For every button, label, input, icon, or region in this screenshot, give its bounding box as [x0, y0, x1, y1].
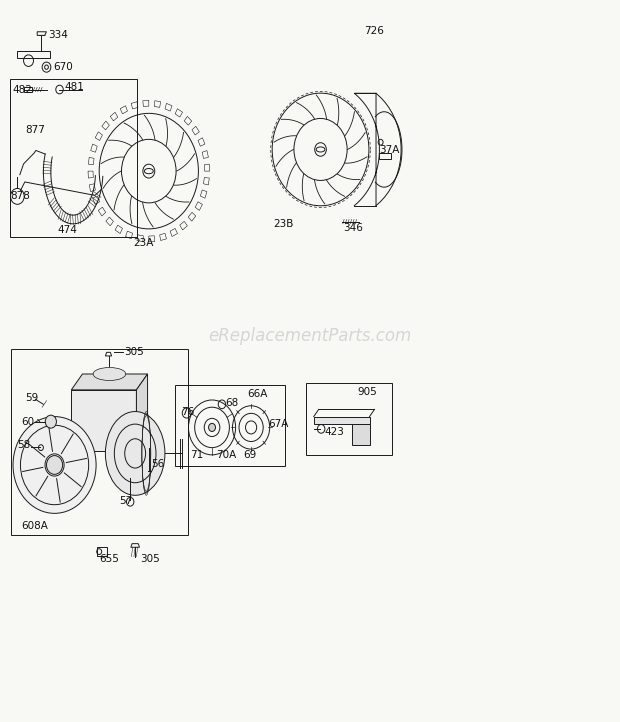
- Text: eReplacementParts.com: eReplacementParts.com: [208, 327, 412, 344]
- Text: 670: 670: [53, 62, 73, 72]
- Bar: [175, 385, 285, 466]
- Text: 67A: 67A: [268, 419, 288, 429]
- Text: 71: 71: [190, 450, 203, 460]
- Polygon shape: [136, 374, 148, 451]
- Ellipse shape: [93, 367, 126, 380]
- Text: 305: 305: [140, 554, 160, 564]
- Circle shape: [45, 415, 56, 428]
- Text: 69: 69: [244, 450, 257, 460]
- Polygon shape: [314, 417, 370, 424]
- Bar: [306, 383, 392, 455]
- Text: 877: 877: [25, 125, 45, 135]
- Bar: [10, 79, 137, 237]
- Circle shape: [46, 456, 63, 474]
- Text: 66A: 66A: [247, 389, 267, 399]
- Text: 57: 57: [119, 496, 132, 506]
- Text: 60: 60: [22, 417, 35, 427]
- Bar: [379, 153, 391, 159]
- Text: 59: 59: [25, 393, 38, 403]
- Polygon shape: [71, 374, 148, 390]
- Text: 474: 474: [57, 225, 77, 235]
- Text: 608A: 608A: [21, 521, 48, 531]
- Circle shape: [208, 423, 216, 432]
- Text: 70A: 70A: [216, 450, 237, 460]
- Text: 334: 334: [48, 30, 68, 40]
- Text: 68: 68: [225, 398, 238, 408]
- Polygon shape: [352, 424, 370, 445]
- Text: 905: 905: [358, 387, 378, 397]
- Text: 481: 481: [64, 82, 84, 92]
- Text: 423: 423: [325, 427, 345, 438]
- Bar: [11, 349, 188, 535]
- Ellipse shape: [105, 412, 165, 495]
- Text: 305: 305: [125, 347, 144, 357]
- Circle shape: [13, 417, 96, 513]
- Text: 726: 726: [365, 26, 384, 36]
- Text: 37A: 37A: [379, 145, 400, 155]
- Text: 482: 482: [12, 84, 32, 95]
- Text: 655: 655: [99, 554, 119, 564]
- Text: 76: 76: [181, 406, 194, 417]
- Text: 346: 346: [343, 223, 363, 233]
- Bar: [97, 547, 107, 556]
- Text: 878: 878: [10, 191, 30, 201]
- Text: 23A: 23A: [133, 238, 154, 248]
- Bar: [71, 390, 136, 451]
- Text: 23B: 23B: [273, 219, 293, 229]
- Text: 58: 58: [17, 440, 30, 451]
- Text: 56: 56: [151, 458, 164, 469]
